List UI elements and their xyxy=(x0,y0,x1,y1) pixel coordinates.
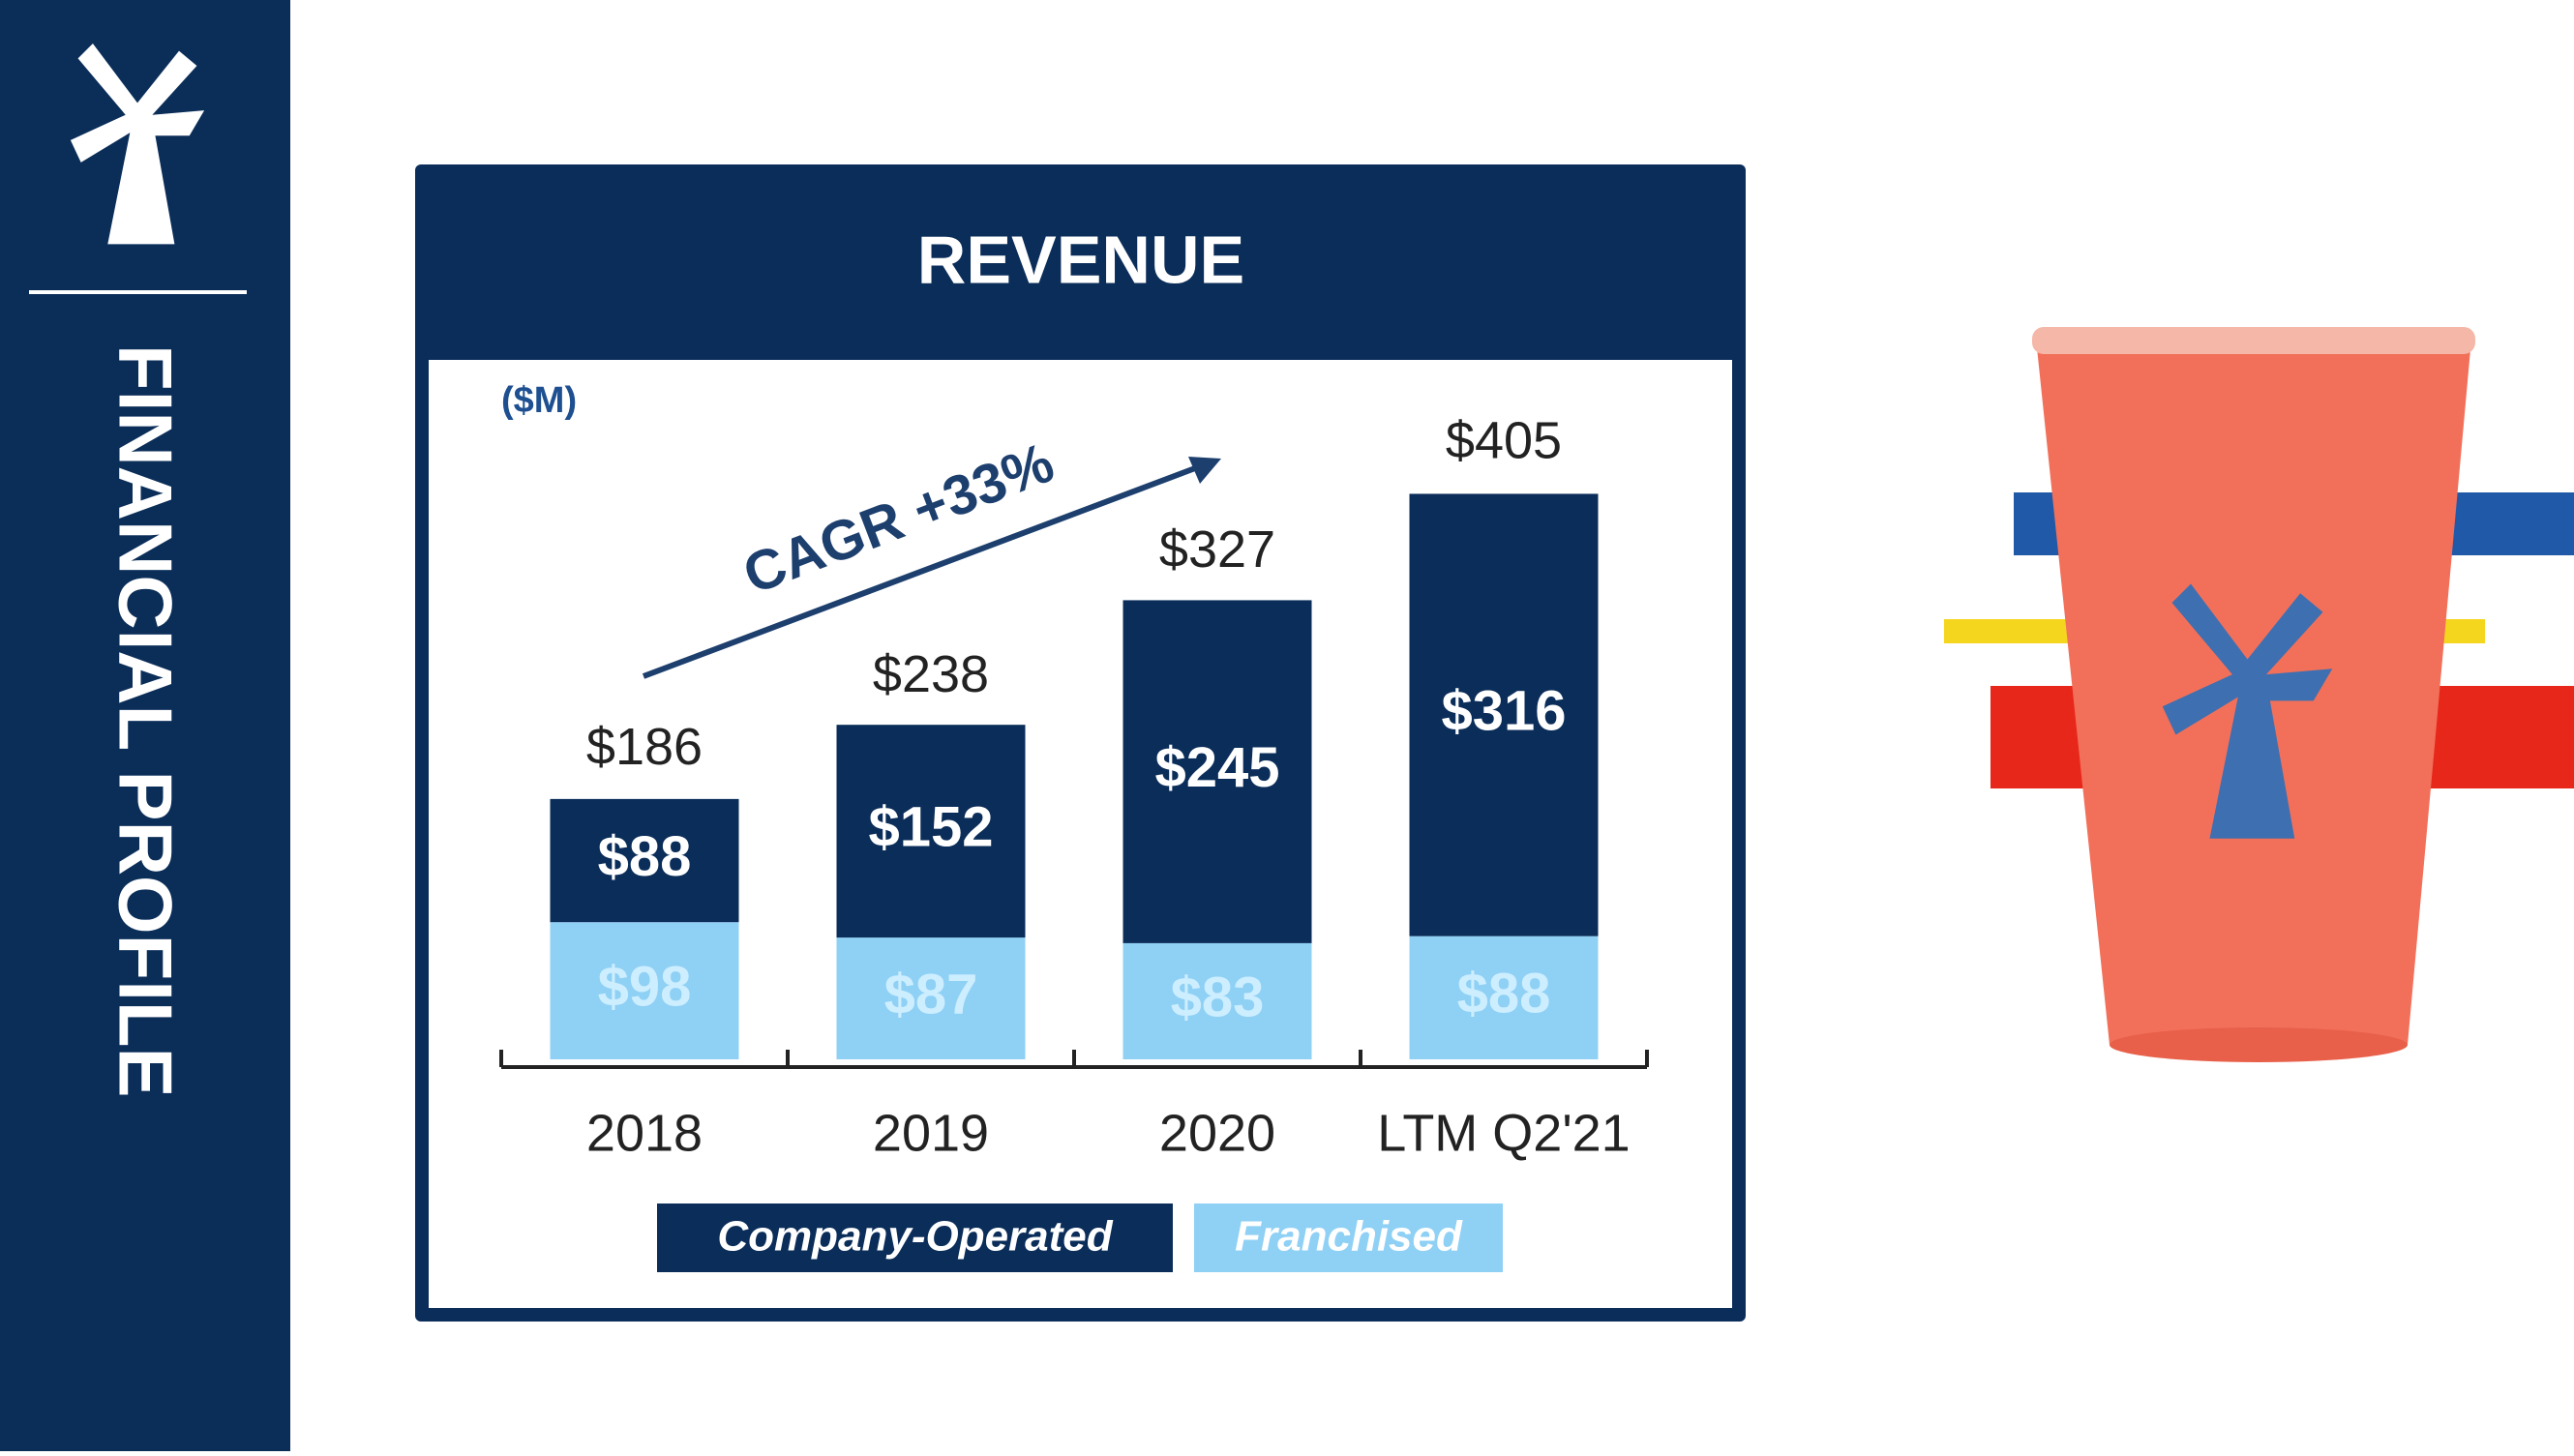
legend-label: Company-Operated xyxy=(717,1213,1113,1261)
x-tick-label: 2019 xyxy=(873,1104,989,1162)
cup-base xyxy=(2110,1027,2408,1062)
segment-label: $83 xyxy=(1171,966,1265,1028)
x-tick-label: LTM Q2'21 xyxy=(1377,1104,1630,1162)
bar-segment xyxy=(550,922,739,1059)
segment-label: $245 xyxy=(1154,736,1279,799)
total-label: $186 xyxy=(586,718,703,776)
segment-label: $87 xyxy=(884,963,978,1025)
total-label: $327 xyxy=(1159,520,1275,579)
bar-segment xyxy=(1122,600,1312,943)
total-label: $238 xyxy=(873,645,989,703)
arrow-head xyxy=(1188,457,1221,484)
segment-label: $152 xyxy=(868,795,993,858)
plot: $98 $88 $186 2018 $87 $152 $238 2019 $83 $245 $327… xyxy=(499,411,1649,1272)
unit-label: ($M) xyxy=(501,380,577,421)
x-tick-label: 2018 xyxy=(586,1104,703,1162)
bar-segment xyxy=(1122,942,1312,1059)
bar-segment xyxy=(1409,493,1599,936)
bar-segment xyxy=(836,725,1026,938)
segment-label: $88 xyxy=(598,825,692,888)
legend-swatch xyxy=(657,1203,1173,1272)
x-tick-label: 2020 xyxy=(1159,1104,1275,1162)
sidebar-title: FINANCIAL PROFILE xyxy=(103,344,188,1098)
segment-label: $316 xyxy=(1441,679,1566,742)
cagr-arrow xyxy=(642,465,1197,679)
bar-segment xyxy=(550,798,739,923)
legend-swatch xyxy=(1194,1203,1503,1272)
bar-segment xyxy=(1409,936,1599,1059)
segment-label: $98 xyxy=(598,955,692,1018)
segment-label: $88 xyxy=(1457,963,1551,1025)
total-label: $405 xyxy=(1446,411,1562,469)
chart-title: REVENUE xyxy=(917,222,1244,297)
cup-lid xyxy=(2032,327,2475,354)
legend-label: Franchised xyxy=(1235,1213,1463,1261)
bar-segment xyxy=(836,937,1026,1059)
